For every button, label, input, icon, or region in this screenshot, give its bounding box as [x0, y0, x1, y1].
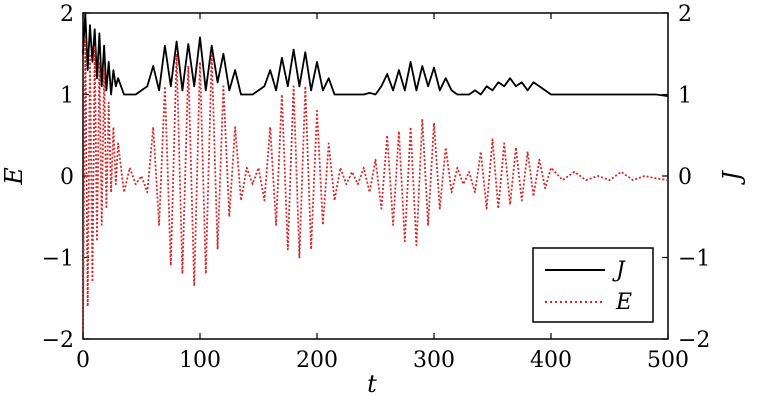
y-tick-label-right: 0 [678, 165, 692, 190]
y-axis-label-left: E [0, 167, 28, 186]
y-axis-label-right: J [718, 170, 746, 186]
series-layer [82, 12, 669, 331]
x-tick-label: 300 [413, 348, 455, 373]
y-tick-label-left: −1 [42, 247, 74, 272]
axis-tick-labels: 0 100 200 300 400 500−2 −2−1 −10 01 12 2 [42, 2, 711, 373]
x-axis-label: t [367, 370, 377, 398]
y-tick-label-left: −2 [42, 328, 74, 353]
y-tick-label-right: 1 [678, 84, 692, 109]
series-line-j [82, 12, 669, 97]
x-tick-label: 0 [76, 348, 90, 373]
legend-label-e: E [615, 290, 632, 315]
x-tick-label: 400 [530, 348, 572, 373]
legend-box [532, 247, 654, 323]
x-tick-label: 200 [296, 348, 338, 373]
legend: J E [532, 247, 654, 323]
legend-label-j: J [612, 258, 626, 283]
y-tick-label-right: −1 [678, 247, 710, 272]
x-tick-label: 100 [179, 348, 221, 373]
y-tick-label-left: 0 [60, 165, 74, 190]
x-tick-label: 500 [647, 348, 689, 373]
y-tick-label-right: −2 [678, 328, 710, 353]
y-tick-label-right: 2 [678, 2, 692, 27]
y-tick-label-left: 1 [60, 84, 74, 109]
y-tick-label-left: 2 [60, 2, 74, 27]
